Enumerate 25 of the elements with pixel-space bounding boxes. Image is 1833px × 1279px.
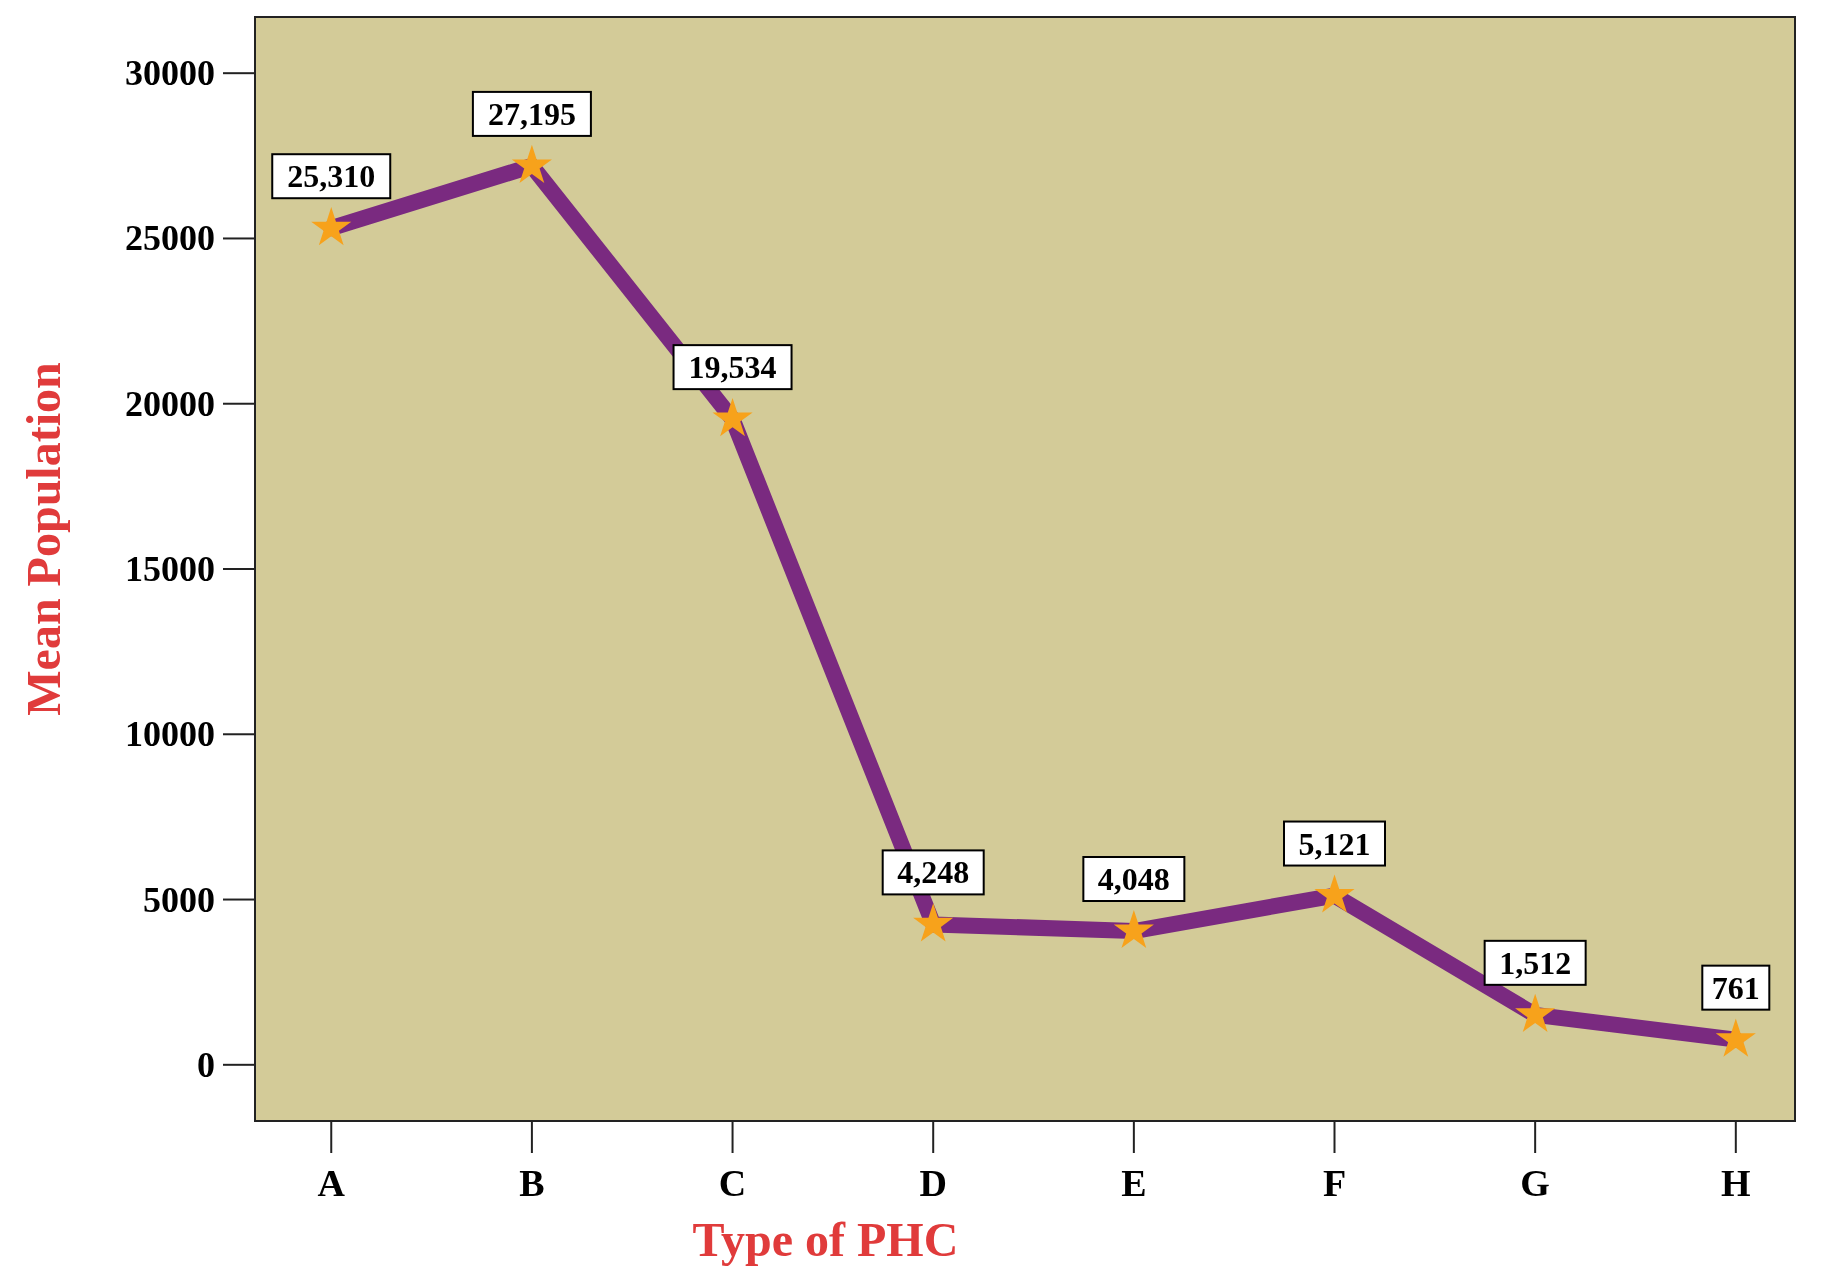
y-tick-label: 5000 (143, 879, 215, 920)
data-label: 761 (1711, 969, 1760, 1006)
x-tick-label: A (317, 1162, 346, 1204)
x-tick-label: E (1121, 1162, 1147, 1204)
y-tick-label: 0 (197, 1044, 215, 1085)
data-label: 19,534 (688, 349, 777, 386)
x-tick-label: H (1721, 1162, 1751, 1204)
x-tick-label: D (919, 1162, 947, 1204)
y-tick-label: 15000 (125, 549, 215, 589)
x-axis-title: Type of PHC (692, 1213, 959, 1266)
y-axis-title: Mean Population (17, 362, 70, 716)
data-label: 27,195 (487, 95, 576, 132)
y-tick-label: 30000 (125, 53, 215, 94)
y-tick-label: 10000 (125, 714, 215, 755)
y-tick-label: 25000 (125, 218, 215, 259)
data-label: 4,248 (897, 854, 970, 891)
x-tick-label: G (1520, 1162, 1550, 1204)
x-tick-label: F (1322, 1162, 1347, 1204)
x-tick-label: B (519, 1162, 545, 1204)
data-label: 1,512 (1499, 944, 1572, 981)
data-label: 25,310 (287, 158, 376, 195)
data-label: 4,048 (1097, 861, 1170, 898)
x-tick-label: C (718, 1162, 747, 1204)
data-label: 5,121 (1298, 825, 1371, 862)
y-tick-label: 20000 (125, 383, 215, 424)
